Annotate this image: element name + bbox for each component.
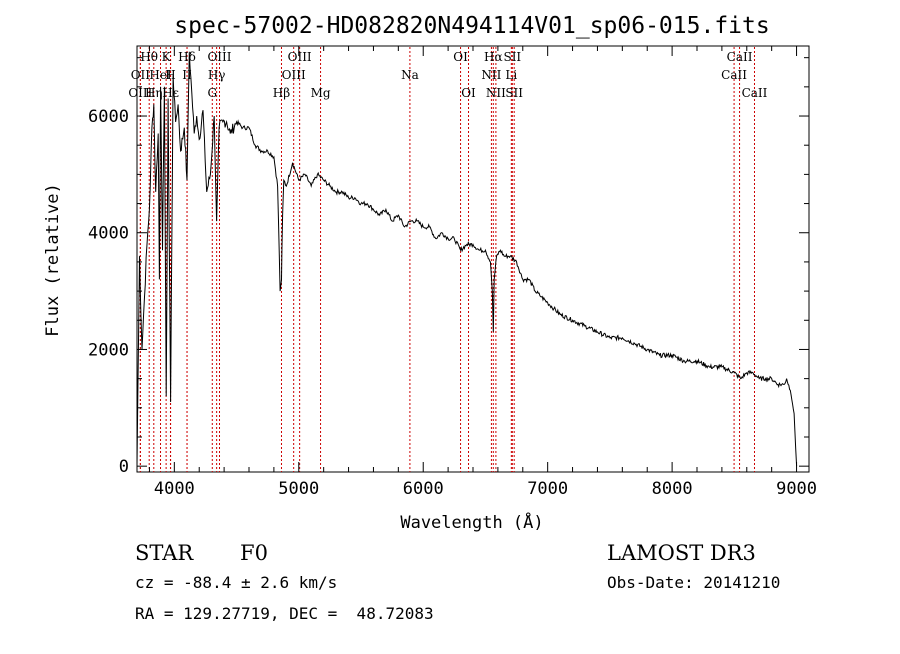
coordinates: RA = 129.27719, DEC = 48.72083 bbox=[135, 604, 434, 623]
y-tick-label: 0 bbox=[119, 457, 129, 477]
spectral-line-label: Li bbox=[505, 68, 517, 82]
y-tick-label: 6000 bbox=[88, 107, 129, 127]
spectral-line-label: Hγ bbox=[208, 68, 226, 82]
spectral-line-label: OI bbox=[453, 50, 468, 64]
spectral-line-label: Mg bbox=[311, 86, 331, 100]
x-tick-label: 5000 bbox=[278, 479, 319, 499]
spectral-line-label: Hθ bbox=[140, 50, 158, 64]
spectral-line-label: CaII bbox=[742, 86, 768, 100]
spectral-line-label: OI bbox=[461, 86, 476, 100]
spectral-line-label: SII bbox=[505, 86, 523, 100]
spectral-line-label: SII bbox=[503, 50, 521, 64]
y-tick-label: 4000 bbox=[88, 224, 129, 244]
axis-tick-labels: 4000 5000 6000 7000 8000 9000 0 2000 4000 6000 bbox=[88, 107, 817, 499]
spectral-line-label: II bbox=[182, 68, 192, 82]
plot-frame-group bbox=[136, 45, 810, 473]
spectral-line-label: OII bbox=[131, 68, 151, 82]
spectral-line-label: NII bbox=[481, 68, 501, 82]
spectral-line-label: OIII bbox=[282, 68, 306, 82]
spectral-line-label: Na bbox=[401, 68, 419, 82]
spectral-subclass: F0 bbox=[240, 541, 268, 565]
object-class: STAR bbox=[135, 541, 194, 565]
observation-info: STAR F0 LAMOST DR3 cz = -88.4 ± 2.6 km/s… bbox=[135, 541, 780, 623]
spectral-line-label: CaII bbox=[721, 68, 747, 82]
spectral-line-label: Hδ bbox=[178, 50, 196, 64]
spectrum-series-line bbox=[136, 51, 798, 467]
spectral-line-label: OIII bbox=[128, 86, 152, 100]
x-tick-label: 9000 bbox=[776, 479, 817, 499]
spectral-line-label: NII bbox=[486, 86, 506, 100]
spectral-line-label: G bbox=[207, 86, 217, 100]
x-tick-label: 7000 bbox=[527, 479, 568, 499]
spectral-line-label: CaII bbox=[727, 50, 753, 64]
spectral-line-label: OIII bbox=[207, 50, 231, 64]
y-tick-label: 2000 bbox=[88, 340, 129, 360]
spectral-line-markers bbox=[139, 47, 755, 472]
spectral-line-label: OIII bbox=[288, 50, 312, 64]
plot-frame bbox=[136, 45, 810, 473]
spectral-line-label: Hη bbox=[145, 86, 163, 100]
axis-ticks bbox=[137, 46, 809, 472]
x-axis-label: Wavelength (Å) bbox=[400, 511, 543, 533]
x-tick-label: 8000 bbox=[652, 479, 693, 499]
redshift-cz: cz = -88.4 ± 2.6 km/s bbox=[135, 573, 337, 592]
x-tick-label: 6000 bbox=[403, 479, 444, 499]
y-axis-label: Flux (relative) bbox=[43, 183, 63, 337]
spectral-line-label: Hε bbox=[162, 86, 179, 100]
spectral-line-label: Hβ bbox=[273, 86, 290, 100]
chart-title: spec-57002-HD082820N494114V01_sp06-015.f… bbox=[174, 13, 769, 39]
spectral-line-label: HeI bbox=[149, 68, 172, 82]
spectral-line-label: K bbox=[162, 50, 172, 64]
spectral-line-label: H bbox=[165, 68, 175, 82]
observation-date: Obs-Date: 20141210 bbox=[607, 573, 780, 592]
spectral-line-label: Hα bbox=[484, 50, 503, 64]
x-tick-label: 4000 bbox=[154, 479, 195, 499]
survey-name: LAMOST DR3 bbox=[607, 541, 756, 565]
